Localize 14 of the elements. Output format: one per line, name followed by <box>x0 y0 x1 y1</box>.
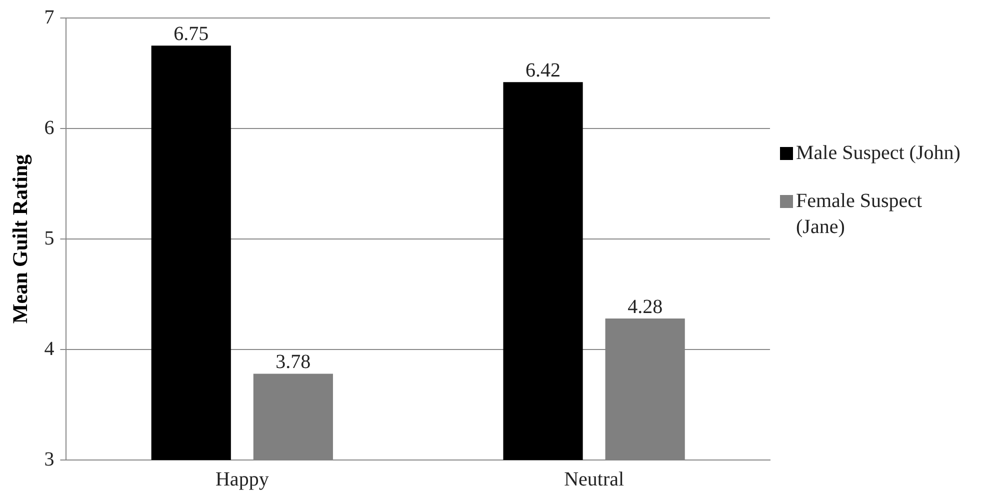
data-label: 4.28 <box>628 296 663 318</box>
y-tick-label: 3 <box>44 448 54 470</box>
y-tick-label: 5 <box>44 227 54 250</box>
data-label: 6.42 <box>526 59 561 82</box>
y-tick-label: 7 <box>44 6 54 28</box>
y-tick-label: 6 <box>44 116 54 139</box>
legend-label: Male Suspect (John) <box>796 141 960 166</box>
x-tick-label: Happy <box>215 468 269 490</box>
x-tick-label: Neutral <box>564 468 624 490</box>
legend-label: Female Suspect (Jane) <box>796 189 924 240</box>
y-tick-label: 4 <box>44 338 54 360</box>
data-label: 3.78 <box>276 351 311 374</box>
y-axis-title: Mean Guilt Rating <box>8 154 32 324</box>
data-label: 6.75 <box>174 22 209 45</box>
